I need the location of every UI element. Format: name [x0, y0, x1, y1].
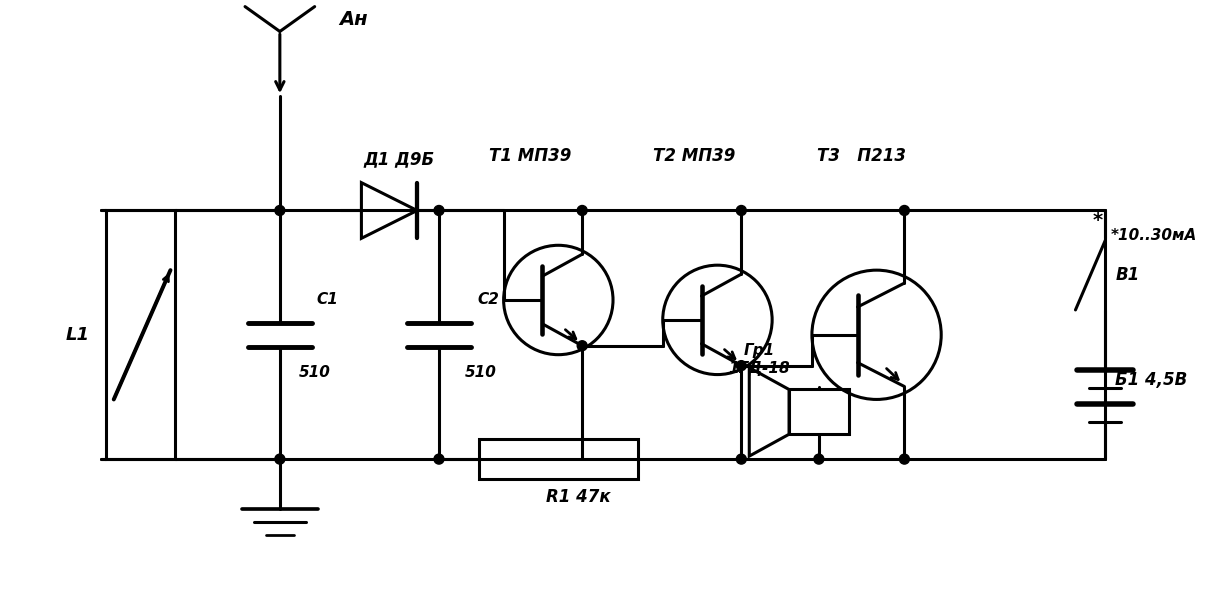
Circle shape	[737, 454, 747, 464]
Circle shape	[737, 205, 747, 215]
Text: *: *	[1093, 211, 1102, 230]
Circle shape	[899, 205, 910, 215]
Text: *10..30мА: *10..30мА	[1111, 228, 1196, 243]
Text: 510: 510	[465, 365, 497, 380]
Text: В1: В1	[1116, 266, 1140, 284]
Text: R1 47к: R1 47к	[546, 488, 610, 506]
Circle shape	[737, 361, 747, 371]
Bar	[106, 211, 175, 459]
Circle shape	[899, 454, 910, 464]
Text: Гр1
1ГД-18: Гр1 1ГД-18	[728, 343, 790, 376]
Text: Б1 4,5В: Б1 4,5В	[1116, 371, 1188, 389]
Bar	[789, 390, 849, 434]
Circle shape	[434, 205, 443, 215]
Circle shape	[434, 454, 443, 464]
Text: Т1 МП39: Т1 МП39	[488, 147, 571, 165]
Text: Ан: Ан	[340, 10, 368, 29]
Circle shape	[275, 205, 285, 215]
Text: Т3   П213: Т3 П213	[817, 147, 906, 165]
Text: С1: С1	[317, 293, 339, 308]
Text: L1: L1	[66, 326, 90, 344]
Circle shape	[275, 454, 285, 464]
Circle shape	[577, 205, 587, 215]
Circle shape	[814, 454, 823, 464]
Text: Д1 Д9Б: Д1 Д9Б	[364, 150, 435, 168]
Circle shape	[577, 341, 587, 350]
Text: 510: 510	[298, 365, 330, 380]
Bar	[479, 439, 638, 479]
Text: Т2 МП39: Т2 МП39	[653, 147, 736, 165]
Text: С2: С2	[477, 293, 499, 308]
